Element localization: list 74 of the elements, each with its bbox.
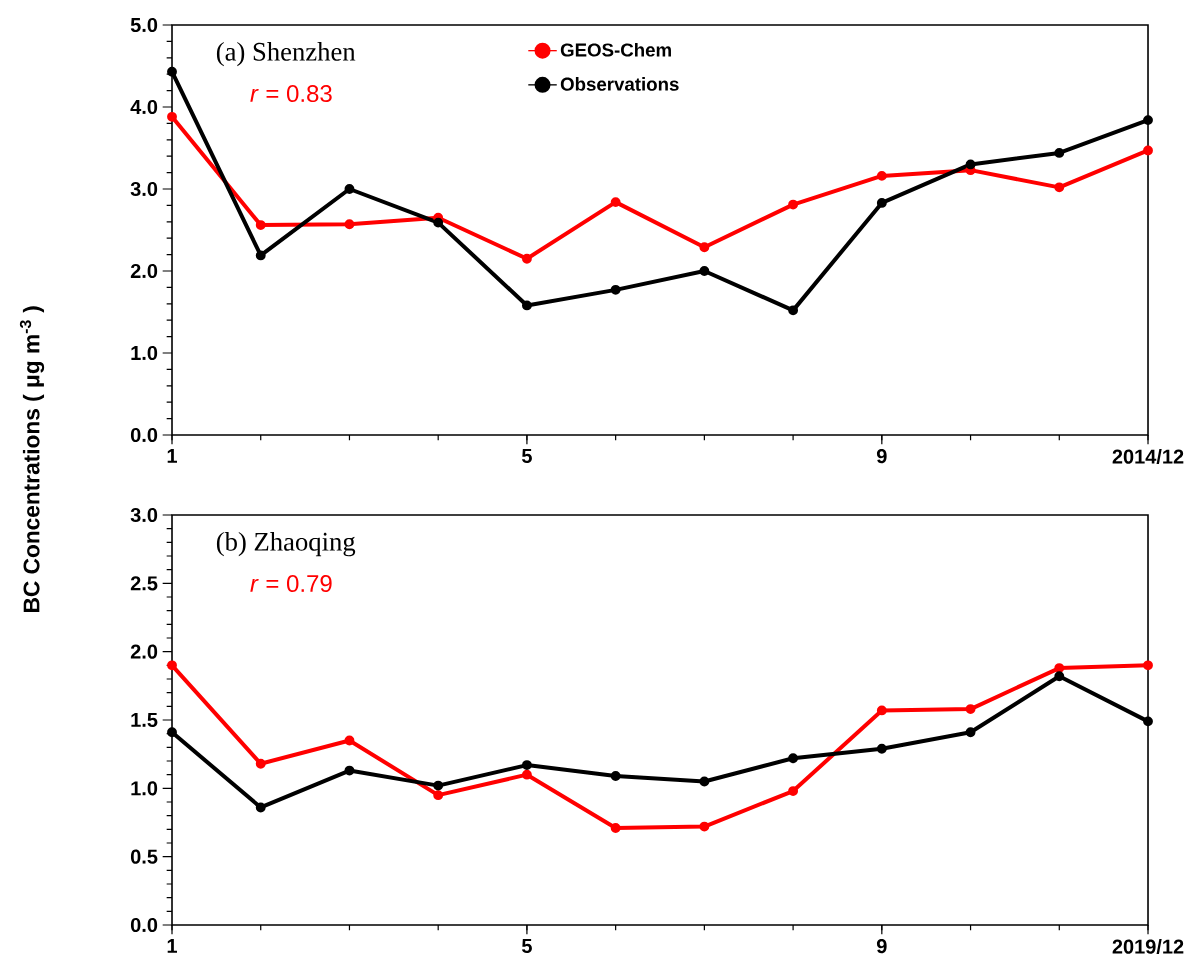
point [1054,147,1065,158]
annotation: (a) Shenzhen [216,42,356,67]
x-tick-label: 2014/12 [1112,449,1184,464]
y-tick-label: 2.5 [130,576,158,591]
point [1054,663,1065,673]
point [521,300,532,311]
y-tick-label: 0.0 [130,917,158,933]
point [788,786,799,796]
point [876,705,887,716]
annotation: r = 0.83 [250,85,332,103]
point [344,765,355,776]
y-tick-label: 3.0 [130,507,158,523]
point [1054,671,1065,682]
point [876,743,887,754]
point [344,735,355,746]
point [699,821,710,832]
point [344,219,355,230]
x-tick-label: 5 [521,939,532,953]
point [167,727,177,738]
point [1143,716,1153,727]
point [965,727,976,738]
point [255,802,266,813]
point [433,217,444,228]
annotation: (b) Zhaoqing [216,532,356,557]
y-tick-label: 2.0 [130,263,158,279]
y-tick-label: 5.0 [130,17,158,33]
point [1054,182,1065,193]
point [699,242,710,253]
point [965,159,976,170]
point [167,111,177,122]
point [521,760,532,771]
point [610,284,621,295]
point [167,660,177,671]
point [788,199,799,210]
y-tick-label: 1.5 [131,713,158,727]
point [610,197,621,208]
point [876,198,887,208]
point [610,771,621,781]
point [521,769,532,780]
point [255,250,266,261]
point [344,184,355,194]
point [876,170,887,181]
y-tick-label: 4.0 [130,99,158,115]
y-tick-label: 2.0 [130,644,158,659]
point [167,66,177,77]
point [1143,145,1153,156]
legend-label: Observations [560,77,679,91]
y-tick-label: 0.5 [130,849,158,864]
point [433,780,444,791]
point [1143,115,1153,126]
x-tick-label: 1 [167,449,177,463]
y-tick-label: 0.0 [130,427,158,443]
point [965,704,976,714]
point [788,753,799,764]
point [255,220,266,231]
point [433,790,444,801]
x-tick-label: 9 [876,449,887,464]
x-tick-label: 9 [876,939,887,954]
x-tick-label: 2019/12 [1112,939,1184,954]
y-tick-label: 1.0 [131,345,158,361]
annotation: r = 0.79 [250,575,332,593]
point [255,758,266,769]
point [521,253,532,264]
point [699,776,710,787]
point [788,305,799,316]
y-tick-label: 3.0 [130,181,158,197]
x-tick-label: 5 [521,449,532,463]
y-axis-title: BC Concentrations ( μg m$^{-3}$ ) [19,306,45,612]
point [1143,660,1153,671]
legend-label: GEOS-Chem [560,42,671,57]
point [610,823,621,833]
x-tick-label: 1 [167,939,177,953]
y-tick-label: 1.0 [131,781,158,796]
point [699,266,710,276]
